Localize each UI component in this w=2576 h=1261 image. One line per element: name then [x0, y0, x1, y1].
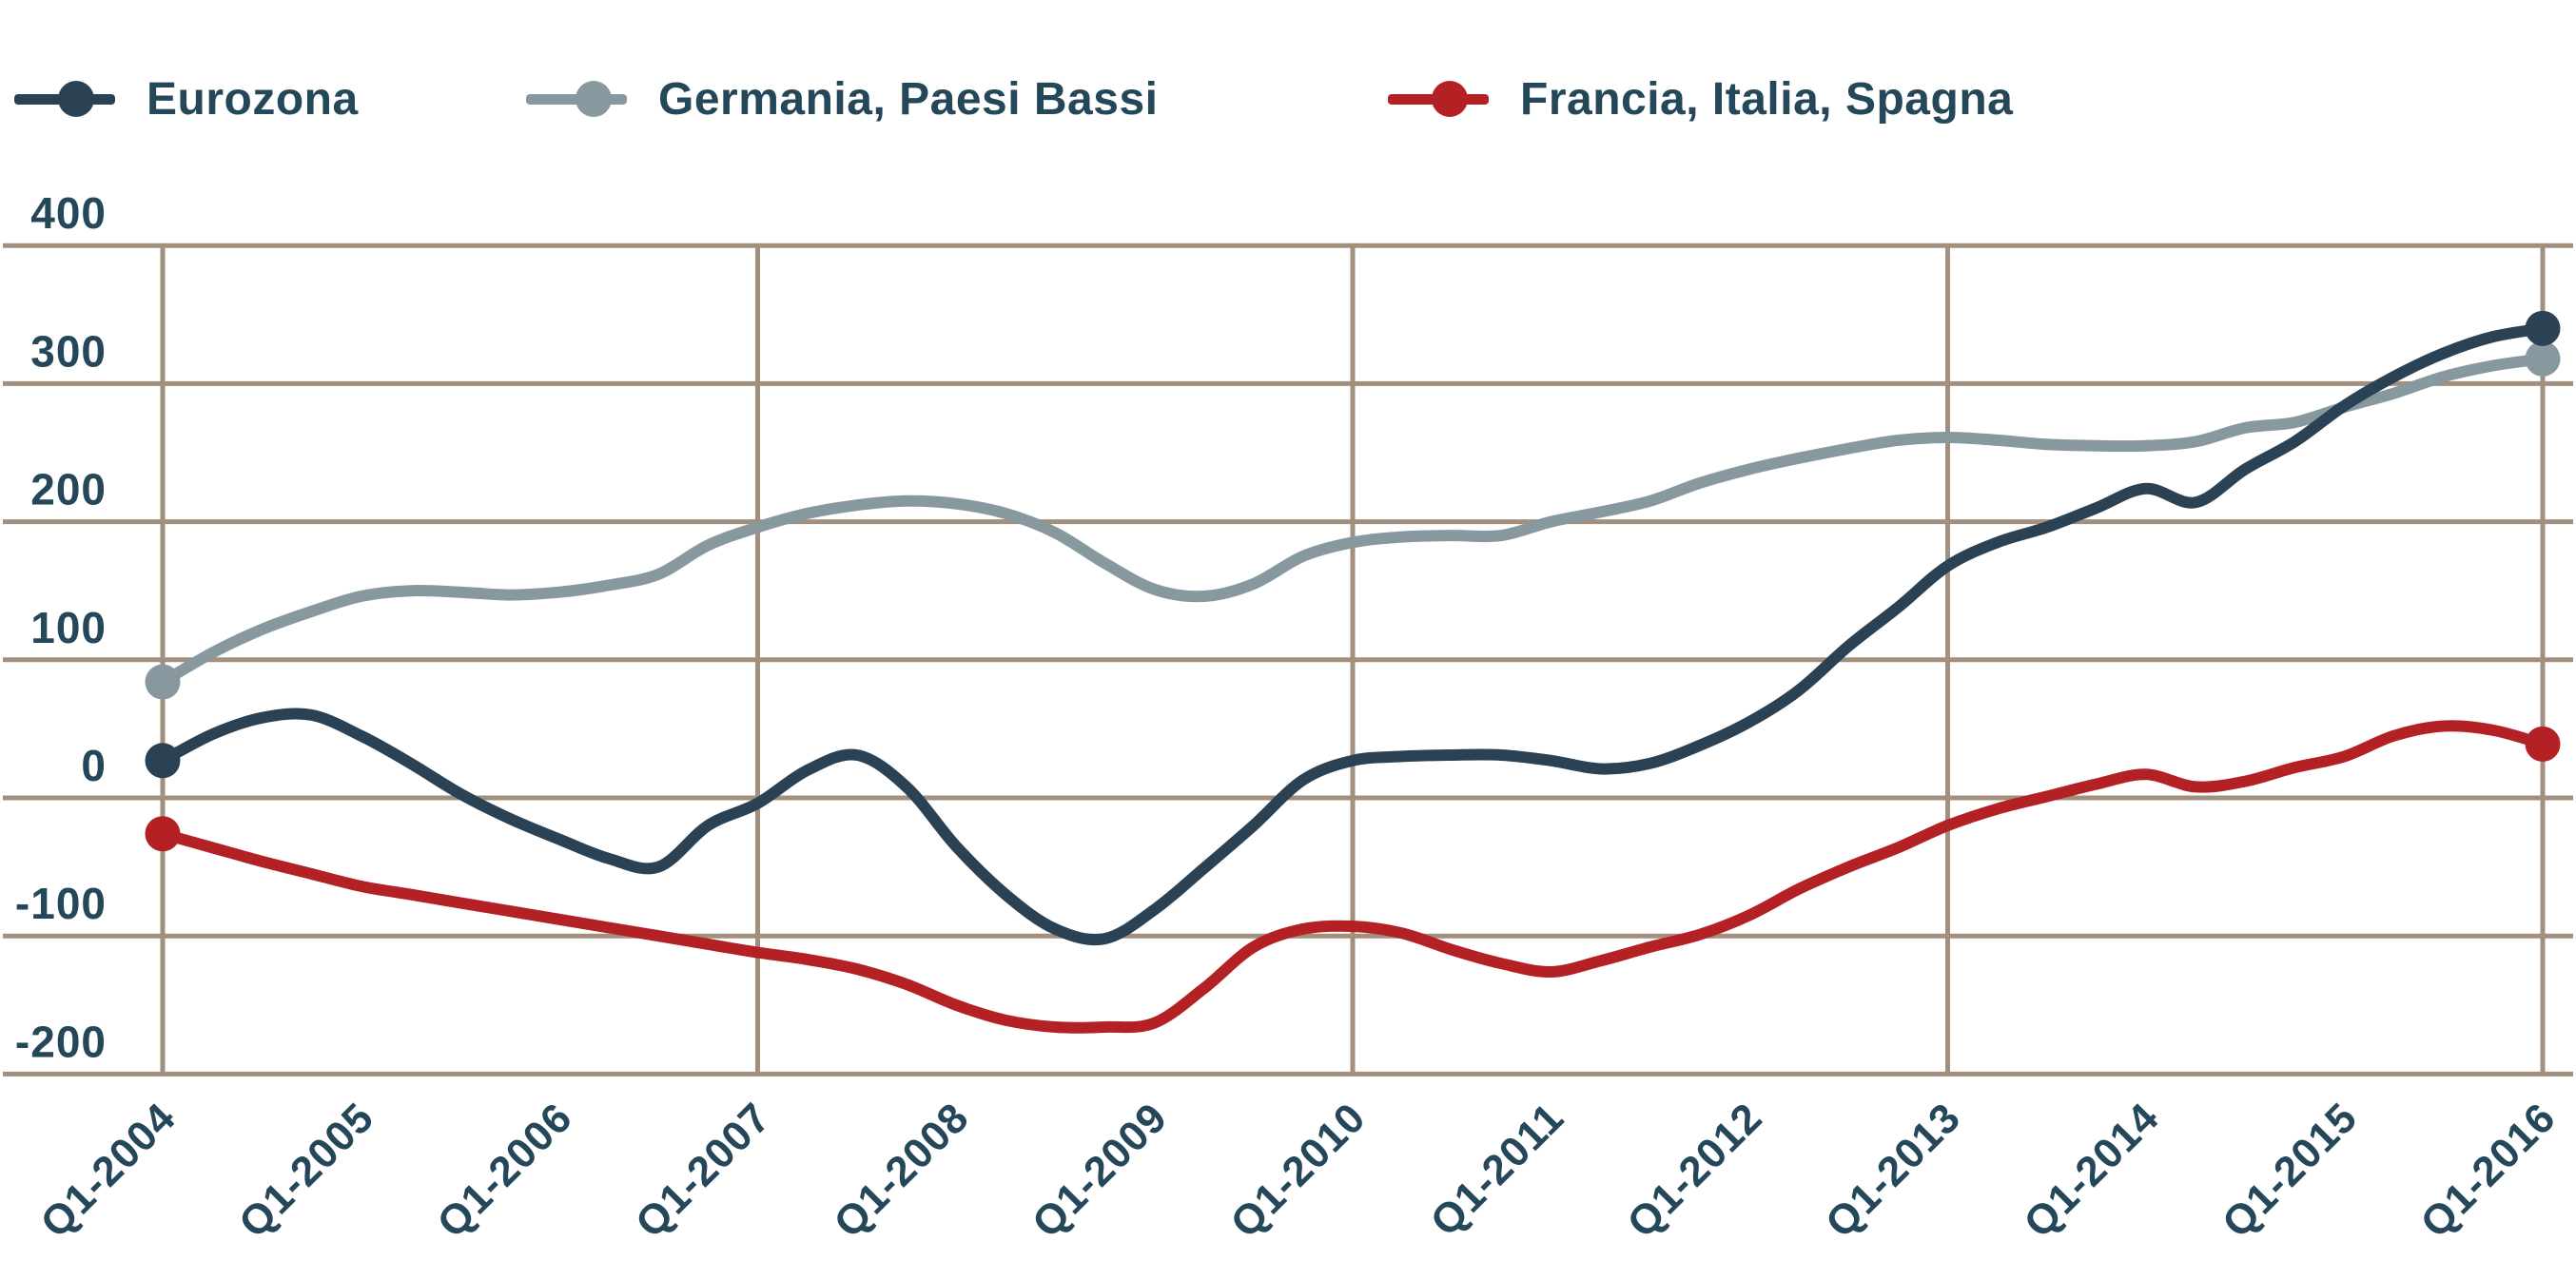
y-tick-label: 400 — [30, 188, 107, 238]
x-tick-label: Q1-2014 — [2015, 1094, 2168, 1247]
x-tick-label: Q1-2011 — [1422, 1094, 1573, 1245]
x-tick-label: Q1-2008 — [825, 1094, 978, 1247]
legend-label: Eurozona — [146, 73, 359, 125]
y-tick-label: 300 — [30, 326, 107, 376]
x-tick-label: Q1-2007 — [627, 1094, 780, 1247]
series-line-1 — [157, 353, 2548, 689]
y-tick-label: 100 — [30, 603, 107, 652]
series-endpoint-dot — [145, 816, 181, 852]
series-endpoint-dot — [145, 743, 181, 779]
legend-item-francia-italia-spagna: Francia, Italia, Spagna — [1388, 72, 2013, 126]
legend-marker-icon — [1388, 72, 1489, 126]
x-tick-label: Q1-2016 — [2411, 1094, 2565, 1247]
series-endpoint-dot — [2525, 310, 2561, 346]
x-tick-label: Q1-2010 — [1221, 1094, 1375, 1247]
series-line-2 — [157, 720, 2548, 1034]
legend-item-eurozona: Eurozona — [14, 72, 359, 126]
legend-marker-icon — [14, 72, 115, 126]
series-endpoint-dot — [2525, 340, 2561, 377]
series-endpoint-dot — [2525, 726, 2561, 762]
legend-label: Germania, Paesi Bassi — [658, 73, 1159, 125]
legend-marker-icon — [526, 72, 627, 126]
x-tick-label: Q1-2006 — [428, 1094, 581, 1247]
x-tick-label: Q1-2013 — [1817, 1094, 1970, 1247]
x-tick-label: Q1-2015 — [2214, 1094, 2367, 1247]
x-tick-label: Q1-2005 — [230, 1094, 383, 1247]
x-tick-label: Q1-2009 — [1024, 1094, 1177, 1247]
y-tick-label: 0 — [81, 741, 107, 790]
legend: Eurozona Germania, Paesi Bassi Francia, … — [0, 0, 2576, 143]
x-tick-label: Q1-2004 — [31, 1094, 185, 1247]
y-tick-label: 200 — [30, 465, 107, 514]
y-tick-label: -200 — [15, 1017, 107, 1066]
legend-item-germania-paesi-bassi: Germania, Paesi Bassi — [526, 72, 1158, 126]
series-endpoint-dot — [145, 664, 181, 700]
x-tick-label: Q1-2012 — [1618, 1094, 1771, 1247]
series-line-0 — [157, 322, 2548, 946]
legend-label: Francia, Italia, Spagna — [1520, 73, 2014, 125]
y-tick-label: -100 — [15, 879, 107, 928]
